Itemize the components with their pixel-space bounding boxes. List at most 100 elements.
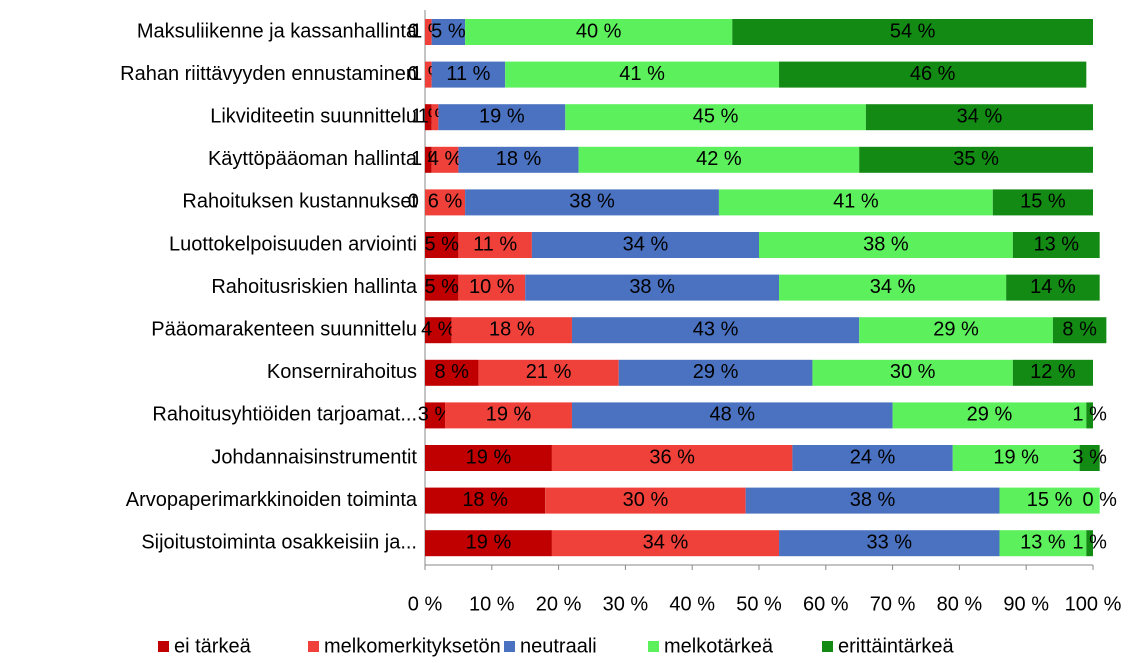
value-label: 19 % [479,105,525,127]
bar-segment [425,104,432,131]
category-label: Konsernirahoitus [267,361,417,383]
bar-segment [525,274,780,301]
x-tick-label: 60 % [803,593,849,615]
bar-segment [451,317,572,344]
value-label: 29 % [967,404,1013,426]
category-label: Rahan riittävyyden ennustaminen [120,63,417,85]
value-label: 11 % [473,233,517,255]
value-label: 30 % [623,489,669,511]
bar-segment [779,274,1007,301]
value-label: 34 % [623,233,669,255]
bar-segment [865,104,1093,131]
value-label: 5 % [424,276,459,298]
value-label: 15 % [1020,191,1066,213]
bar-segment [992,189,1093,216]
bar-segment [431,146,459,173]
bar-segment [1086,530,1093,557]
legend-label: melkomerkityksetön [324,635,501,657]
value-label: 34 % [957,105,1003,127]
value-label: 1 % [1072,404,1107,426]
x-tick-label: 100 % [1065,593,1122,615]
bar-segment [431,104,439,131]
bar-segment [465,19,733,45]
bar-segment [425,359,479,386]
bar-segment [425,146,432,173]
value-label: 8 % [434,361,469,383]
value-label: 36 % [649,446,695,468]
value-label: 30 % [890,361,936,383]
bar-segment [425,274,459,301]
bar-segment [999,487,1100,514]
bar-segment [759,232,1013,258]
x-tick-label: 40 % [669,593,715,615]
bar-segment [859,317,1053,344]
bar-segment [551,530,780,557]
bar-segment [718,189,993,216]
value-label: 18 % [496,148,542,170]
bar-segment [425,445,552,471]
value-label: 43 % [693,318,739,340]
bar-segment [425,19,432,45]
bar-segment [745,487,1000,514]
x-tick-label: 50 % [736,593,782,615]
value-label: 38 % [629,276,675,298]
value-label: 38 % [863,233,909,255]
bar-segment [1086,402,1093,429]
bar-segment [1012,359,1093,386]
value-label: 5 % [431,20,466,42]
category-label: Johdannaisinstrumentit [211,446,417,468]
bar-segment [792,445,953,471]
value-label: 4 % [421,318,456,340]
legend-swatch [504,641,515,652]
value-label: 0 % [1082,489,1117,511]
bar-segment [1006,274,1100,301]
value-label: 40 % [576,20,622,42]
bar-segment [779,61,1087,88]
bar-segment [531,232,759,258]
bar-segment [892,402,1087,429]
legend-label: melkotärkeä [664,635,774,657]
value-label: 14 % [1030,276,1076,298]
legend-swatch [308,641,319,652]
legend-swatch [158,641,169,652]
value-label: 18 % [462,489,508,511]
value-label: 6 % [428,191,463,213]
bar-segment [425,189,466,216]
value-label: 45 % [693,105,739,127]
category-label: Arvopaperimarkkinoiden toiminta [126,489,418,511]
value-label: 3 % [1072,446,1107,468]
legend-label: ei tärkeä [174,635,252,657]
value-label: 18 % [489,318,535,340]
category-label: Sijoitustoiminta osakkeisiin ja... [141,531,417,553]
value-label: 38 % [850,489,896,511]
category-label: Luottokelpoisuuden arviointi [169,233,417,255]
value-label: 29 % [693,361,739,383]
value-label: 24 % [850,446,896,468]
value-label: 1 % [1072,531,1107,553]
value-label: 46 % [910,63,956,85]
category-label: Maksuliikenne ja kassanhallinta [137,20,418,42]
value-label: 12 % [1030,361,1076,383]
bar-segment [425,317,452,344]
bar-segment [1012,232,1100,258]
bar-segment [578,146,860,173]
bar-segment [551,445,793,471]
value-label: 10 % [469,276,515,298]
value-label: 5 % [424,233,459,255]
category-label: Rahoitusyhtiöiden tarjoamat... [152,404,417,426]
x-tick-label: 90 % [1003,593,1049,615]
legend-label: neutraali [520,635,597,657]
bar-segment [732,19,1093,45]
value-label: 41 % [619,63,665,85]
legend-swatch [648,641,659,652]
bar-segment [545,487,746,514]
value-label: 19 % [466,531,512,553]
value-label: 21 % [526,361,572,383]
value-label: 11 % [446,63,490,85]
bar-segment [438,104,566,131]
value-label: 19 % [993,446,1039,468]
value-label: 29 % [933,318,979,340]
x-tick-label: 80 % [937,593,983,615]
bar-segment [425,61,432,88]
value-label: 38 % [569,191,615,213]
